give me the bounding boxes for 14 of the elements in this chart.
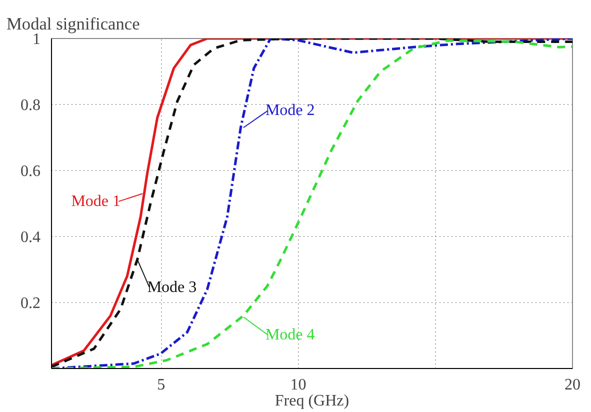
x-tick-label: 5 [157, 376, 166, 394]
annotation: Mode 2 [265, 102, 315, 120]
y-tick-label: 0.6 [20, 163, 40, 180]
annotation: Mode 4 [265, 326, 315, 344]
y-tick-label: 0.8 [20, 97, 40, 114]
y-tick-label: 1 [32, 31, 40, 48]
x-tick-label: 10 [290, 376, 306, 394]
x-axis-title: Freq (GHz) [274, 392, 350, 410]
chart-title: Modal significance [6, 14, 140, 34]
y-tick-label: 0.4 [20, 229, 40, 246]
annotation: Mode 3 [147, 279, 197, 296]
y-tick-label: 0.2 [20, 295, 40, 312]
x-tick-label: 20 [564, 376, 580, 394]
annotation: Mode 1 [71, 193, 121, 210]
